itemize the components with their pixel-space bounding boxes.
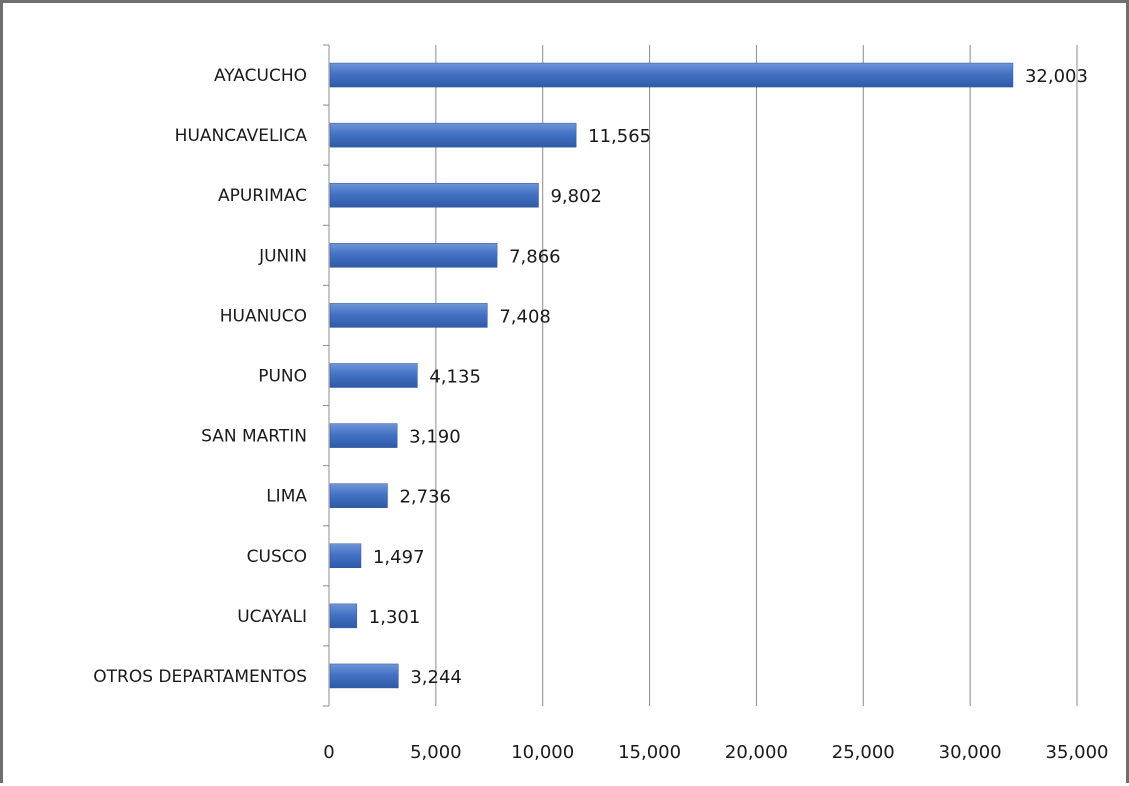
bar bbox=[329, 483, 388, 508]
bar bbox=[329, 663, 399, 689]
y-axis-line bbox=[323, 44, 330, 707]
data-label: 7,866 bbox=[509, 246, 561, 267]
bar bbox=[329, 122, 577, 148]
x-tick-label: 10,000 bbox=[511, 742, 574, 763]
category-label: PUNO bbox=[258, 367, 307, 387]
bar-chart: AYACUCHO HUANCAVELICA APURIMAC JUNIN HUANUCO… bbox=[93, 44, 1108, 763]
category-labels: AYACUCHO HUANCAVELICA APURIMAC JUNIN HUANUCO… bbox=[93, 66, 307, 687]
value-labels: 32,003 11,565 9,802 7,866 7,408 4,135 3,190 2,7… bbox=[369, 66, 1088, 688]
data-label: 4,135 bbox=[429, 367, 481, 388]
data-label: 2,736 bbox=[399, 487, 451, 508]
bar bbox=[329, 603, 358, 629]
bar bbox=[329, 543, 362, 569]
data-label: 32,003 bbox=[1025, 66, 1088, 87]
data-label: 11,565 bbox=[588, 126, 651, 147]
bar bbox=[329, 182, 539, 208]
data-label: 7,408 bbox=[499, 306, 551, 327]
data-label: 1,497 bbox=[373, 547, 425, 568]
x-tick-label: 20,000 bbox=[725, 742, 788, 763]
data-label: 3,190 bbox=[409, 427, 461, 448]
category-label: UCAYALI bbox=[237, 607, 307, 627]
x-tick-label: 0 bbox=[323, 742, 334, 763]
bar bbox=[329, 363, 418, 388]
x-tick-label: 35,000 bbox=[1046, 742, 1109, 763]
x-tick-label: 5,000 bbox=[410, 742, 462, 763]
category-label: APURIMAC bbox=[218, 186, 307, 206]
bar bbox=[329, 62, 1014, 88]
bar bbox=[329, 243, 498, 268]
x-tick-labels: 0 5,000 10,000 15,000 20,000 25,000 30,000 35,0… bbox=[323, 742, 1108, 763]
category-label: LIMA bbox=[266, 487, 307, 507]
category-label: CUSCO bbox=[247, 547, 307, 567]
data-label: 1,301 bbox=[369, 607, 421, 628]
data-label: 9,802 bbox=[550, 186, 602, 207]
category-label: HUANUCO bbox=[220, 306, 307, 326]
bar bbox=[329, 303, 488, 328]
x-tick-label: 30,000 bbox=[939, 742, 1002, 763]
data-label: 3,244 bbox=[410, 667, 462, 688]
category-label: HUANCAVELICA bbox=[175, 126, 308, 146]
category-label: OTROS DEPARTAMENTOS bbox=[93, 667, 307, 687]
x-tick-label: 25,000 bbox=[832, 742, 895, 763]
bars bbox=[329, 62, 1014, 689]
x-tick-label: 15,000 bbox=[618, 742, 681, 763]
gridlines bbox=[435, 45, 1078, 706]
bar bbox=[329, 423, 398, 448]
category-label: JUNIN bbox=[258, 246, 307, 266]
category-label: AYACUCHO bbox=[214, 66, 307, 86]
category-label: SAN MARTIN bbox=[201, 427, 307, 447]
